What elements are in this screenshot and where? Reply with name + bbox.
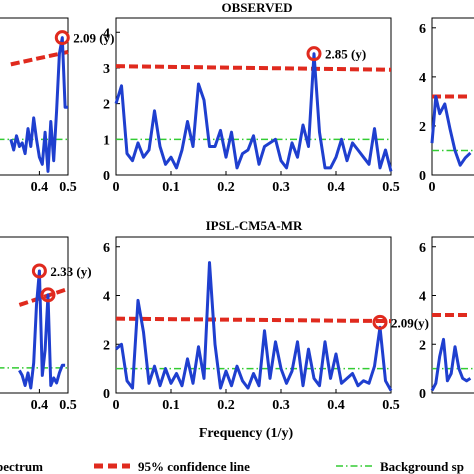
x-tick-label: 0 bbox=[429, 180, 436, 195]
x-tick-label: 0.4 bbox=[327, 180, 345, 195]
panel-ipsl: 0 0.1 0.2 0.3 0.4 0.5 0 2 4 6 2.09(y) bbox=[103, 236, 429, 413]
legend: pectrum 95% confidence line Background s… bbox=[0, 459, 464, 474]
legend-confidence-label: 95% confidence line bbox=[138, 459, 250, 474]
y-tick-label: 2 bbox=[103, 98, 110, 113]
x-tick-label: 0.3 bbox=[272, 180, 290, 195]
y-tick-label: 2 bbox=[103, 338, 110, 353]
title-observed: OBSERVED bbox=[221, 0, 292, 15]
y-tick-label: 0 bbox=[103, 387, 110, 402]
x-tick-label: 0.1 bbox=[162, 398, 180, 413]
x-tick-label: 0.5 bbox=[382, 180, 400, 195]
y-tick-label: 2 bbox=[419, 338, 426, 353]
x-tick-label: 0.2 bbox=[217, 180, 235, 195]
legend-background-label: Background sp bbox=[380, 459, 464, 474]
panel-frame bbox=[0, 17, 69, 176]
y-tick-label: 0 bbox=[103, 169, 110, 184]
peak-label: 2.09 (y) bbox=[73, 31, 114, 46]
y-tick-label: 6 bbox=[419, 241, 426, 256]
x-tick-label: 0 bbox=[113, 398, 120, 413]
panel-frame bbox=[0, 236, 69, 394]
y-tick-label: 6 bbox=[419, 22, 426, 37]
x-tick-label: 0.5 bbox=[59, 398, 77, 413]
x-tick-label: 0.3 bbox=[272, 398, 290, 413]
y-tick-label: 4 bbox=[103, 26, 110, 41]
y-tick-label: 4 bbox=[419, 290, 426, 305]
panel-observed: 0 0.1 0.2 0.3 0.4 0.5 0 1 2 3 4 2.85 (y) bbox=[103, 17, 400, 195]
y-tick-label: 4 bbox=[419, 71, 426, 86]
peak-label: 2.09(y) bbox=[391, 315, 429, 330]
x-tick-label: 0.4 bbox=[31, 180, 49, 195]
x-tick-label: 0 bbox=[113, 180, 120, 195]
title-ipsl: IPSL-CM5A-MR bbox=[206, 218, 303, 233]
panel-top-right: 00 2 4 6 bbox=[419, 17, 474, 195]
panel-bottom-right: 0 2 4 6 bbox=[419, 236, 474, 402]
spectrum-line bbox=[115, 261, 393, 392]
peak-marker bbox=[372, 314, 388, 330]
peak-label: 2.33 (y) bbox=[50, 264, 91, 279]
y-tick-label: 0 bbox=[419, 387, 426, 402]
panel-frame bbox=[115, 236, 392, 394]
x-tick-label: 0.4 bbox=[327, 398, 345, 413]
confidence-line bbox=[115, 64, 392, 72]
x-axis-label: Frequency (1/y) bbox=[199, 426, 294, 441]
spectrum-line bbox=[430, 95, 472, 167]
panel-frame bbox=[115, 17, 392, 176]
legend-spectrum-label: pectrum bbox=[0, 459, 43, 474]
x-tick-label: 0.5 bbox=[59, 180, 77, 195]
x-tick-label: 0.5 bbox=[382, 398, 400, 413]
x-tick-label: 0.2 bbox=[217, 398, 235, 413]
y-tick-label: 1 bbox=[103, 133, 110, 148]
spectrum-line bbox=[9, 36, 68, 173]
x-tick-label: 0.1 bbox=[162, 180, 180, 195]
confidence-line bbox=[10, 49, 69, 67]
peak-marker bbox=[54, 30, 70, 46]
panel-bottom-left: 0.4 0.5 2.33 (y) bbox=[0, 236, 92, 413]
y-tick-label: 6 bbox=[103, 241, 110, 256]
spectrum-line bbox=[430, 337, 472, 392]
peak-label: 2.85 (y) bbox=[325, 47, 366, 62]
spectrum-line bbox=[18, 269, 66, 390]
panel-top-left: 0.4 0.5 2.09 (y) bbox=[0, 17, 114, 195]
peak-marker bbox=[306, 46, 322, 62]
y-tick-label: 0 bbox=[419, 169, 426, 184]
peak-marker-secondary bbox=[40, 287, 56, 303]
y-tick-label: 3 bbox=[103, 62, 110, 77]
confidence-line bbox=[115, 316, 392, 324]
peak-marker bbox=[31, 263, 47, 279]
y-tick-label: 2 bbox=[419, 120, 426, 135]
confidence-line bbox=[18, 287, 66, 307]
y-tick-label: 4 bbox=[103, 290, 110, 305]
x-tick-label: 0.4 bbox=[31, 398, 49, 413]
spectrum-line bbox=[114, 52, 393, 172]
